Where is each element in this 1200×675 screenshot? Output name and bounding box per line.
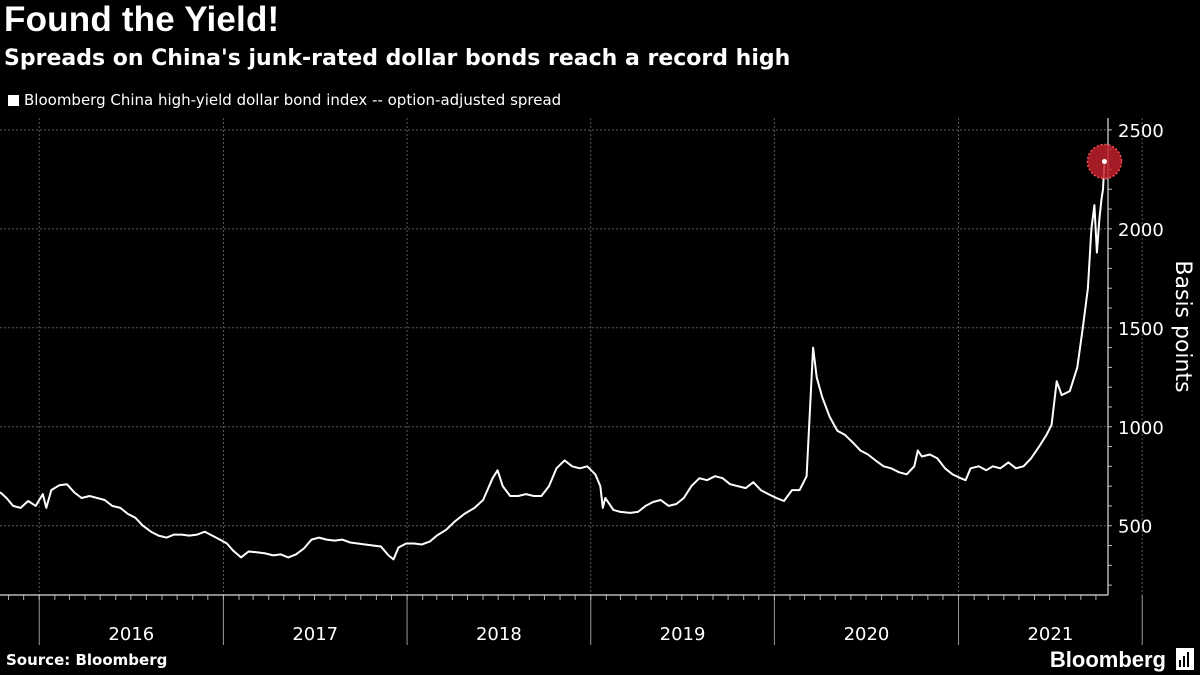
x-tick-label: 2017 <box>292 624 338 645</box>
y-tick-label: 1000 <box>1118 418 1164 439</box>
legend-swatch <box>8 94 19 106</box>
y-tick-label: 500 <box>1118 517 1152 538</box>
chart-subtitle: Spreads on China's junk-rated dollar bon… <box>4 46 791 71</box>
x-tick-label: 2019 <box>660 624 706 645</box>
brand-logo: Bloomberg <box>1049 647 1166 672</box>
series-line <box>0 161 1106 561</box>
axes <box>0 118 1143 645</box>
bloomberg-icon <box>1176 648 1194 670</box>
y-tick-label: 2500 <box>1118 121 1164 142</box>
x-tick-label: 2016 <box>108 624 154 645</box>
source-note: Source: Bloomberg <box>6 651 168 669</box>
y-tick-label: 2000 <box>1118 220 1164 241</box>
last-point <box>1101 159 1107 165</box>
grid-lines <box>0 118 1143 595</box>
series <box>0 143 1123 561</box>
tick-labels: 500 1000 1500 2000 2500 2016 2017 2018 2019 2020 2… <box>108 121 1195 645</box>
chart-title: Found the Yield! <box>4 0 280 39</box>
x-tick-label: 2020 <box>844 624 890 645</box>
y-axis-label: Basis points <box>1170 260 1195 392</box>
legend-label: Bloomberg China high-yield dollar bond i… <box>24 91 562 109</box>
x-tick-label: 2018 <box>476 624 522 645</box>
x-tick-label: 2021 <box>1027 624 1073 645</box>
legend: Bloomberg China high-yield dollar bond i… <box>8 91 561 109</box>
y-tick-label: 1500 <box>1118 319 1164 340</box>
